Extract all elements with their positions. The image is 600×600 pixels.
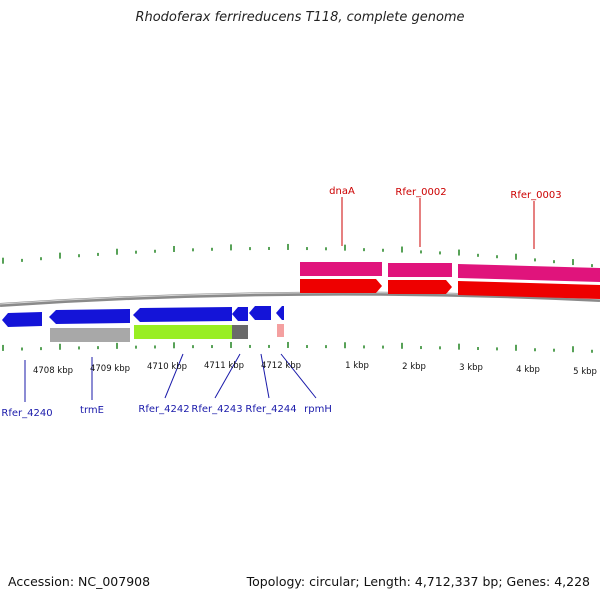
gene-Rfer_4243[interactable] [232,307,248,321]
leader-Rfer_4243 [214,353,241,399]
cds-Rfer_0002[interactable] [388,263,452,277]
gene-rpmH[interactable] [276,306,284,320]
scale-label-2: 2 kbp [402,362,426,372]
gene-Rfer_0002[interactable] [388,280,452,294]
tick-marks-inner [2,341,593,353]
cds-Rfer_0003[interactable] [458,264,600,282]
gene-label-Rfer_4240[interactable]: Rfer_4240 [1,408,52,419]
cds-trmE[interactable] [50,328,130,342]
gene-label-rpmH[interactable]: rpmH [304,404,332,415]
gene-label-Rfer_0002[interactable]: Rfer_0002 [395,187,446,198]
cds-Rfer_4242[interactable] [134,325,232,339]
tick-marks-outer [2,243,593,268]
gene-Rfer_4240[interactable] [2,312,42,327]
scale-label-4712: 4712 kbp [261,361,301,371]
genome-summary-text: Topology: circular; Length: 4,712,337 bp… [246,574,590,589]
leader-Rfer_4242 [164,353,184,399]
leader-rpmH [280,353,317,399]
gene-label-Rfer_4244[interactable]: Rfer_4244 [245,404,296,415]
accession-text: Accession: NC_007908 [8,574,151,589]
scale-label-4709: 4709 kbp [90,364,130,374]
cds-Rfer_4243[interactable] [232,325,248,339]
gene-label-Rfer_4242[interactable]: Rfer_4242 [138,404,189,415]
scale-label-4711: 4711 kbp [204,361,244,371]
gene-label-dnaA[interactable]: dnaA [329,186,355,197]
genome-title: Rhodoferax ferrireducens T118, complete … [135,10,465,25]
cds-rpmH[interactable] [277,324,284,337]
gene-Rfer_4244[interactable] [249,306,271,320]
gene-label-trmE[interactable]: trmE [80,405,104,416]
scale-label-4: 4 kbp [516,365,540,375]
scale-label-4710: 4710 kbp [147,362,187,372]
gene-trmE[interactable] [49,309,130,324]
cds-dnaA[interactable] [300,262,382,276]
scale-label-5: 5 kbp [573,367,597,377]
scale-label-3: 3 kbp [459,363,483,373]
gene-Rfer_4242[interactable] [133,307,232,322]
gene-label-Rfer_0003[interactable]: Rfer_0003 [510,190,561,201]
gene-dnaA[interactable] [300,279,382,293]
scale-label-4708: 4708 kbp [33,366,73,376]
scale-label-1: 1 kbp [345,361,369,371]
gene-Rfer_0003[interactable] [458,281,600,299]
leader-Rfer_4244 [260,353,270,399]
gene-label-Rfer_4243[interactable]: Rfer_4243 [191,404,242,415]
